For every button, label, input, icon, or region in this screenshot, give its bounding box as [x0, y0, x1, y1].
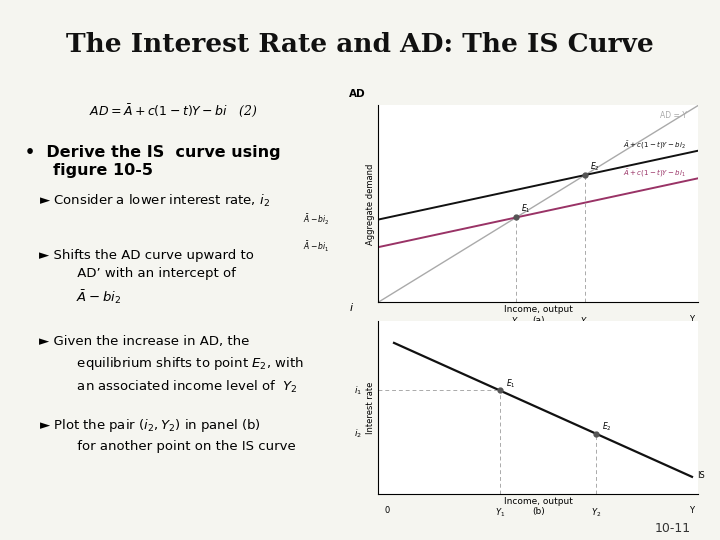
Text: IS: IS — [697, 470, 705, 480]
Text: 0: 0 — [385, 506, 390, 515]
Text: •  Derive the IS  curve using
     figure 10-5: • Derive the IS curve using figure 10-5 — [25, 145, 281, 178]
Text: $AD = \bar{A} + c(1-t)Y - bi$   (2): $AD = \bar{A} + c(1-t)Y - bi$ (2) — [89, 102, 258, 119]
Text: $Y_2$: $Y_2$ — [580, 315, 590, 328]
Text: $i_1$: $i_1$ — [354, 384, 362, 397]
Text: $E_2$: $E_2$ — [590, 160, 600, 173]
Text: ► Consider a lower interest rate, $i_2$: ► Consider a lower interest rate, $i_2$ — [39, 193, 270, 209]
Text: The Interest Rate and AD: The IS Curve: The Interest Rate and AD: The IS Curve — [66, 32, 654, 57]
Text: $\bar{A}-bi_2$: $\bar{A}-bi_2$ — [303, 213, 330, 227]
Text: $i_2$: $i_2$ — [354, 427, 362, 440]
Text: $E_1$: $E_1$ — [521, 202, 531, 215]
Text: Y: Y — [690, 315, 695, 324]
Text: $i$: $i$ — [349, 301, 354, 313]
X-axis label: Income, output
(b): Income, output (b) — [504, 497, 572, 516]
Text: 10-11: 10-11 — [655, 522, 691, 535]
Text: $\bar{A}+c(1-t)Y-bi_2$: $\bar{A}+c(1-t)Y-bi_2$ — [623, 140, 685, 151]
Text: ► Given the increase in AD, the
         equilibrium shifts to point $E_2$, with: ► Given the increase in AD, the equilibr… — [39, 335, 303, 395]
Text: AD = Y: AD = Y — [660, 111, 687, 120]
Text: $Y_1$: $Y_1$ — [511, 315, 521, 328]
Text: $\bar{A}-bi_1$: $\bar{A}-bi_1$ — [303, 240, 330, 254]
Text: ► Shifts the AD curve upward to
         AD’ with an intercept of
         $\bar: ► Shifts the AD curve upward to AD’ with… — [39, 249, 253, 306]
Text: Y: Y — [690, 506, 695, 515]
Text: $Y_2$: $Y_2$ — [590, 506, 601, 519]
Y-axis label: Aggregate demand: Aggregate demand — [366, 163, 375, 245]
Text: $\bar{A}+c(1-t)Y-bi_1$: $\bar{A}+c(1-t)Y-bi_1$ — [623, 167, 685, 179]
Text: $Y_1$: $Y_1$ — [495, 506, 505, 519]
Text: ► Plot the pair $(i_2, Y_2)$ in panel (b)
         for another point on the IS c: ► Plot the pair $(i_2, Y_2)$ in panel (b… — [39, 417, 295, 453]
Text: $E_2$: $E_2$ — [602, 420, 612, 433]
Text: $E_1$: $E_1$ — [506, 377, 516, 389]
Text: AD: AD — [349, 90, 366, 99]
Y-axis label: Interest rate: Interest rate — [366, 382, 375, 434]
X-axis label: Income, output
(a): Income, output (a) — [504, 305, 572, 325]
